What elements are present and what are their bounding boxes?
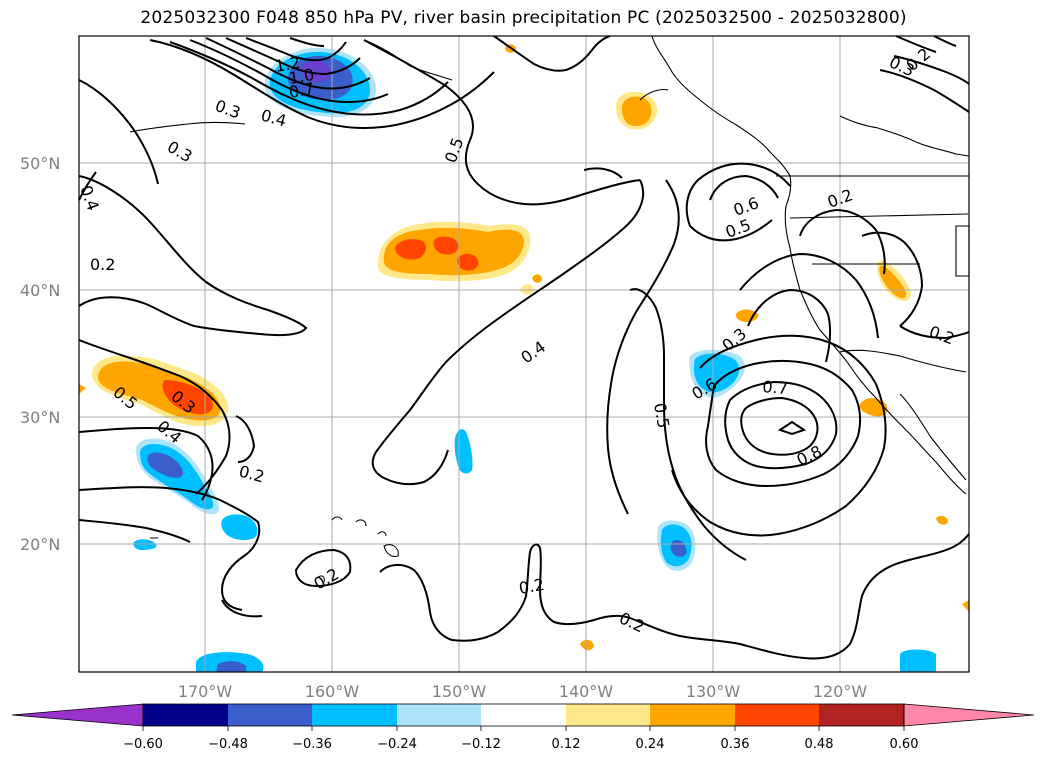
pv-contours <box>78 35 970 660</box>
colorbar-tick-label: 0.48 <box>805 737 834 752</box>
contour-label: 0.7 <box>762 377 789 398</box>
longitude-labels: 170°W 160°W 150°W 140°W 130°W 120°W <box>178 682 868 701</box>
precip-shading <box>79 44 969 672</box>
lon-label-140w: 140°W <box>559 682 614 701</box>
lat-label-20n: 20°N <box>20 535 60 554</box>
colorbar: −0.60 −0.48 −0.36 −0.24 −0.12 0.12 0.24 … <box>11 703 1035 752</box>
colorbar-segment <box>735 704 819 726</box>
colorbar-extend-high <box>903 703 1035 727</box>
contour-label: 0.2 <box>517 575 545 598</box>
colorbar-segment <box>143 704 228 726</box>
colorbar-segment <box>312 704 397 726</box>
precip-positive-westpacific <box>92 355 229 427</box>
coastlines <box>129 35 970 495</box>
colorbar-segment <box>228 704 312 726</box>
lon-label-160w: 160°W <box>305 682 360 701</box>
precip-positive-midpacific <box>377 221 531 282</box>
lon-label-170w: 170°W <box>178 682 233 701</box>
contour-label: 0.2 <box>90 255 115 274</box>
lat-label-30n: 30°N <box>20 408 60 427</box>
colorbar-segment <box>566 704 650 726</box>
colorbar-tick-label: 0.60 <box>890 737 919 752</box>
colorbar-ticks <box>142 726 905 731</box>
map-title: 2025032300 F048 850 hPa PV, river basin … <box>140 8 907 28</box>
lon-label-150w: 150°W <box>432 682 487 701</box>
colorbar-segment <box>650 704 735 726</box>
lat-label-40n: 40°N <box>20 281 60 300</box>
colorbar-tick-label: 0.12 <box>552 737 581 752</box>
lon-label-130w: 130°W <box>686 682 741 701</box>
islands <box>150 89 669 583</box>
colorbar-segment <box>397 704 481 726</box>
colorbar-tick-label: 0.36 <box>721 737 750 752</box>
colorbar-segment <box>481 704 566 726</box>
map-panel: 1.2 1.0 0.7 0.4 0.3 0.3 0.4 0.5 0.6 0.5 … <box>76 35 970 673</box>
colorbar-tick-label: −0.24 <box>377 737 417 752</box>
contour-label: 1.2 <box>273 53 301 76</box>
colorbar-tick-label: −0.60 <box>123 737 163 752</box>
lon-label-120w: 120°W <box>813 682 868 701</box>
lat-label-50n: 50°N <box>20 154 60 173</box>
colorbar-segment <box>819 704 904 726</box>
precip-negative-subtropics <box>657 520 696 571</box>
precip-positive-alaska-coast <box>615 91 658 130</box>
colorbar-tick-label: −0.12 <box>461 737 501 752</box>
contour-label: 0.7 <box>287 79 315 102</box>
colorbar-tick-label: −0.48 <box>208 737 248 752</box>
precip-negative-bottom <box>196 652 264 672</box>
graticule <box>79 36 969 672</box>
contour-label: 0.5 <box>650 401 673 429</box>
latitude-labels: 50°N 40°N 30°N 20°N <box>20 154 60 554</box>
colorbar-extend-low <box>11 703 144 727</box>
colorbar-tick-label: 0.24 <box>636 737 665 752</box>
map-frame <box>78 35 970 673</box>
contour-label: 1.0 <box>287 65 315 88</box>
colorbar-tick-label: −0.36 <box>292 737 332 752</box>
